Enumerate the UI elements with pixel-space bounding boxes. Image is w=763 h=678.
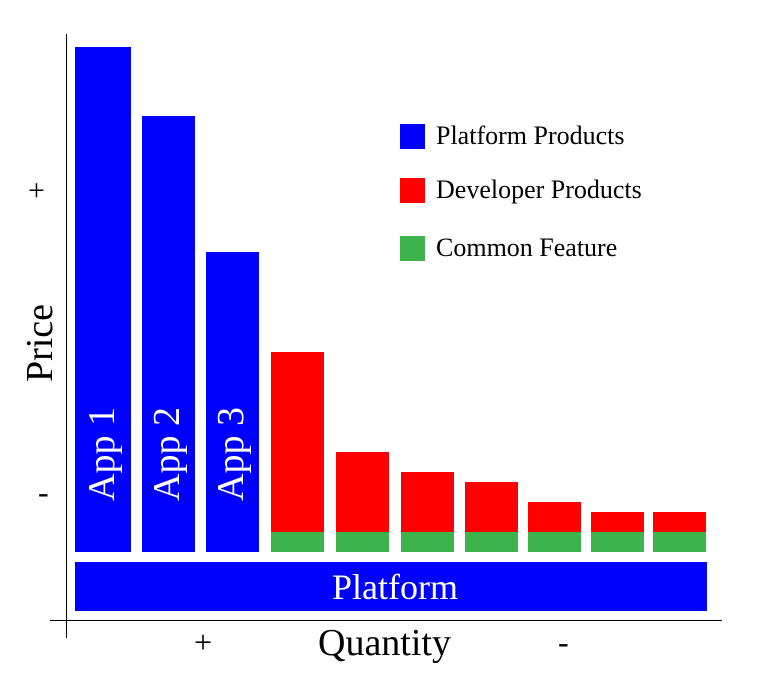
developer-bar-2 (336, 452, 389, 532)
legend-swatch-developer (400, 178, 425, 203)
developer-bar-3 (401, 472, 454, 532)
app-label-2: App 2 (146, 407, 188, 501)
y-axis-label: Price (19, 303, 61, 383)
legend-label-developer: Developer Products (436, 175, 642, 204)
x-axis-plus: + (194, 624, 213, 660)
common-feature-bar-6 (591, 532, 644, 552)
y-axis-line (66, 34, 67, 638)
legend-swatch-common (400, 236, 425, 261)
legend-label-common: Common Feature (436, 233, 618, 262)
app-label-3: App 3 (210, 407, 252, 501)
app-bar-2 (142, 116, 195, 552)
y-axis-minus: - (38, 474, 49, 510)
developer-bar-4 (465, 482, 518, 532)
common-feature-bar-4 (465, 532, 518, 552)
app-bar-3 (206, 252, 259, 552)
x-axis-label: Quantity (318, 622, 451, 664)
developer-bar-6 (591, 512, 644, 532)
x-axis-minus: - (558, 624, 569, 660)
legend-label-platform: Platform Products (436, 121, 625, 150)
common-feature-bar-5 (528, 532, 581, 552)
developer-bar-1 (271, 352, 324, 532)
legend-swatch-platform (400, 124, 425, 149)
y-axis-plus: + (28, 174, 45, 207)
x-axis-line (50, 620, 722, 621)
developer-bar-5 (528, 502, 581, 532)
common-feature-bar-1 (271, 532, 324, 552)
app-label-1: App 1 (81, 407, 123, 501)
common-feature-bar-3 (401, 532, 454, 552)
developer-bar-7 (653, 512, 706, 532)
app-bar-1 (75, 47, 131, 552)
common-feature-bar-7 (653, 532, 706, 552)
platform-bar (75, 562, 707, 611)
common-feature-bar-2 (336, 532, 389, 552)
platform-label: Platform (332, 567, 458, 607)
